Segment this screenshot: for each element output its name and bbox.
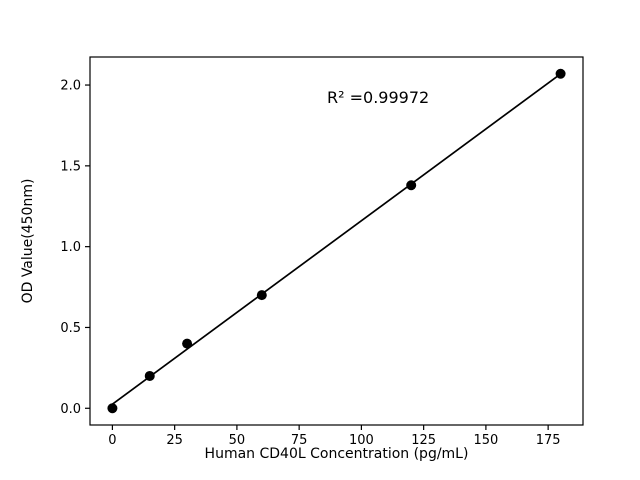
- y-tick-label: 2.0: [60, 79, 81, 94]
- x-tick-label: 175: [536, 433, 561, 448]
- plot-border: [89, 56, 584, 426]
- y-tick-label: 0.5: [60, 321, 81, 336]
- x-tick-label: 25: [166, 433, 183, 448]
- x-tick-label: 75: [291, 433, 308, 448]
- data-point: [107, 403, 118, 414]
- data-point: [406, 180, 417, 191]
- r-squared-annotation: R² =0.99972: [327, 88, 430, 107]
- x-axis-label: Human CD40L Concentration (pg/mL): [204, 446, 469, 462]
- y-tick-label: 0.0: [60, 402, 81, 417]
- x-tick-label: 0: [108, 433, 116, 448]
- data-point: [182, 338, 193, 349]
- x-tick-label: 125: [411, 433, 436, 448]
- y-tick-label: 1.0: [60, 240, 81, 255]
- fit-line: [111, 73, 562, 405]
- x-tick-label: 50: [229, 433, 246, 448]
- x-tick-label: 150: [473, 433, 498, 448]
- x-tick-label: 100: [349, 433, 374, 448]
- y-tick-label: 1.5: [60, 159, 81, 174]
- y-axis-label: OD Value(450nm): [20, 178, 36, 304]
- data-point: [256, 290, 267, 301]
- data-point: [144, 370, 155, 381]
- data-point: [555, 68, 566, 79]
